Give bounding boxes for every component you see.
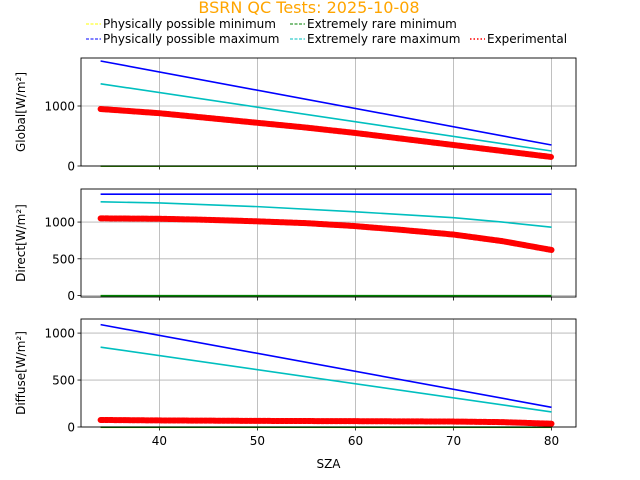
panel-2: 0 500 1000 Direct[W/m²] — [14, 188, 577, 303]
y-tick-label: 500 — [52, 252, 75, 266]
series-experimental — [97, 215, 555, 253]
legend-entry-rare_max: Extremely rare maximum — [290, 32, 460, 46]
series-experimental — [97, 106, 555, 160]
series-rare_max — [100, 201, 552, 228]
legend-entry-phys_min: Physically possible minimum — [86, 17, 276, 31]
y-tick-label: 0 — [67, 289, 75, 303]
y-tick-label: 500 — [52, 374, 75, 388]
plot-frame — [80, 188, 577, 298]
legend-label-rare_max: Extremely rare maximum — [307, 32, 460, 46]
x-tick-label: 70 — [446, 434, 461, 448]
series-experimental — [97, 416, 555, 427]
legend-entry-rare_min: Extremely rare minimum — [290, 17, 457, 31]
x-tick-label: 40 — [152, 434, 167, 448]
x-tick-label: 50 — [250, 434, 265, 448]
y-axis-label: Direct[W/m²] — [14, 204, 28, 282]
plot-frame — [80, 318, 577, 428]
legend-entry-experimental: Experimental — [470, 32, 567, 46]
legend-label-phys_max: Physically possible maximum — [103, 32, 279, 46]
y-tick-label: 1000 — [44, 216, 75, 230]
x-axis-label: SZA — [316, 457, 341, 471]
y-tick-label: 1000 — [44, 327, 75, 341]
x-tick-label: 60 — [348, 434, 363, 448]
legend-label-phys_min: Physically possible minimum — [103, 17, 276, 31]
legend-label-experimental: Experimental — [487, 32, 567, 46]
x-tick-label: 80 — [544, 434, 559, 448]
y-axis-label: Diffuse[W/m²] — [14, 331, 28, 415]
y-tick-label: 1000 — [44, 100, 75, 114]
series-phys_max — [100, 323, 552, 409]
y-tick-label: 0 — [67, 421, 75, 435]
y-tick-label: 0 — [67, 160, 75, 174]
series-rare_max — [100, 83, 552, 152]
series-phys_max — [100, 60, 552, 146]
plot-frame — [80, 57, 577, 167]
series-rare_max — [100, 346, 552, 413]
legend-label-rare_min: Extremely rare minimum — [307, 17, 457, 31]
panel-3: 40 50 60 70 80 0 500 1000 Diffuse[W/m²] SZA — [14, 318, 577, 471]
figure-title: BSRN QC Tests: 2025-10-08 — [198, 0, 419, 17]
y-axis-label: Global[W/m²] — [14, 72, 28, 152]
panel-1: 0 1000 Global[W/m²] — [14, 57, 577, 174]
legend-entry-phys_max: Physically possible maximum — [86, 32, 279, 46]
